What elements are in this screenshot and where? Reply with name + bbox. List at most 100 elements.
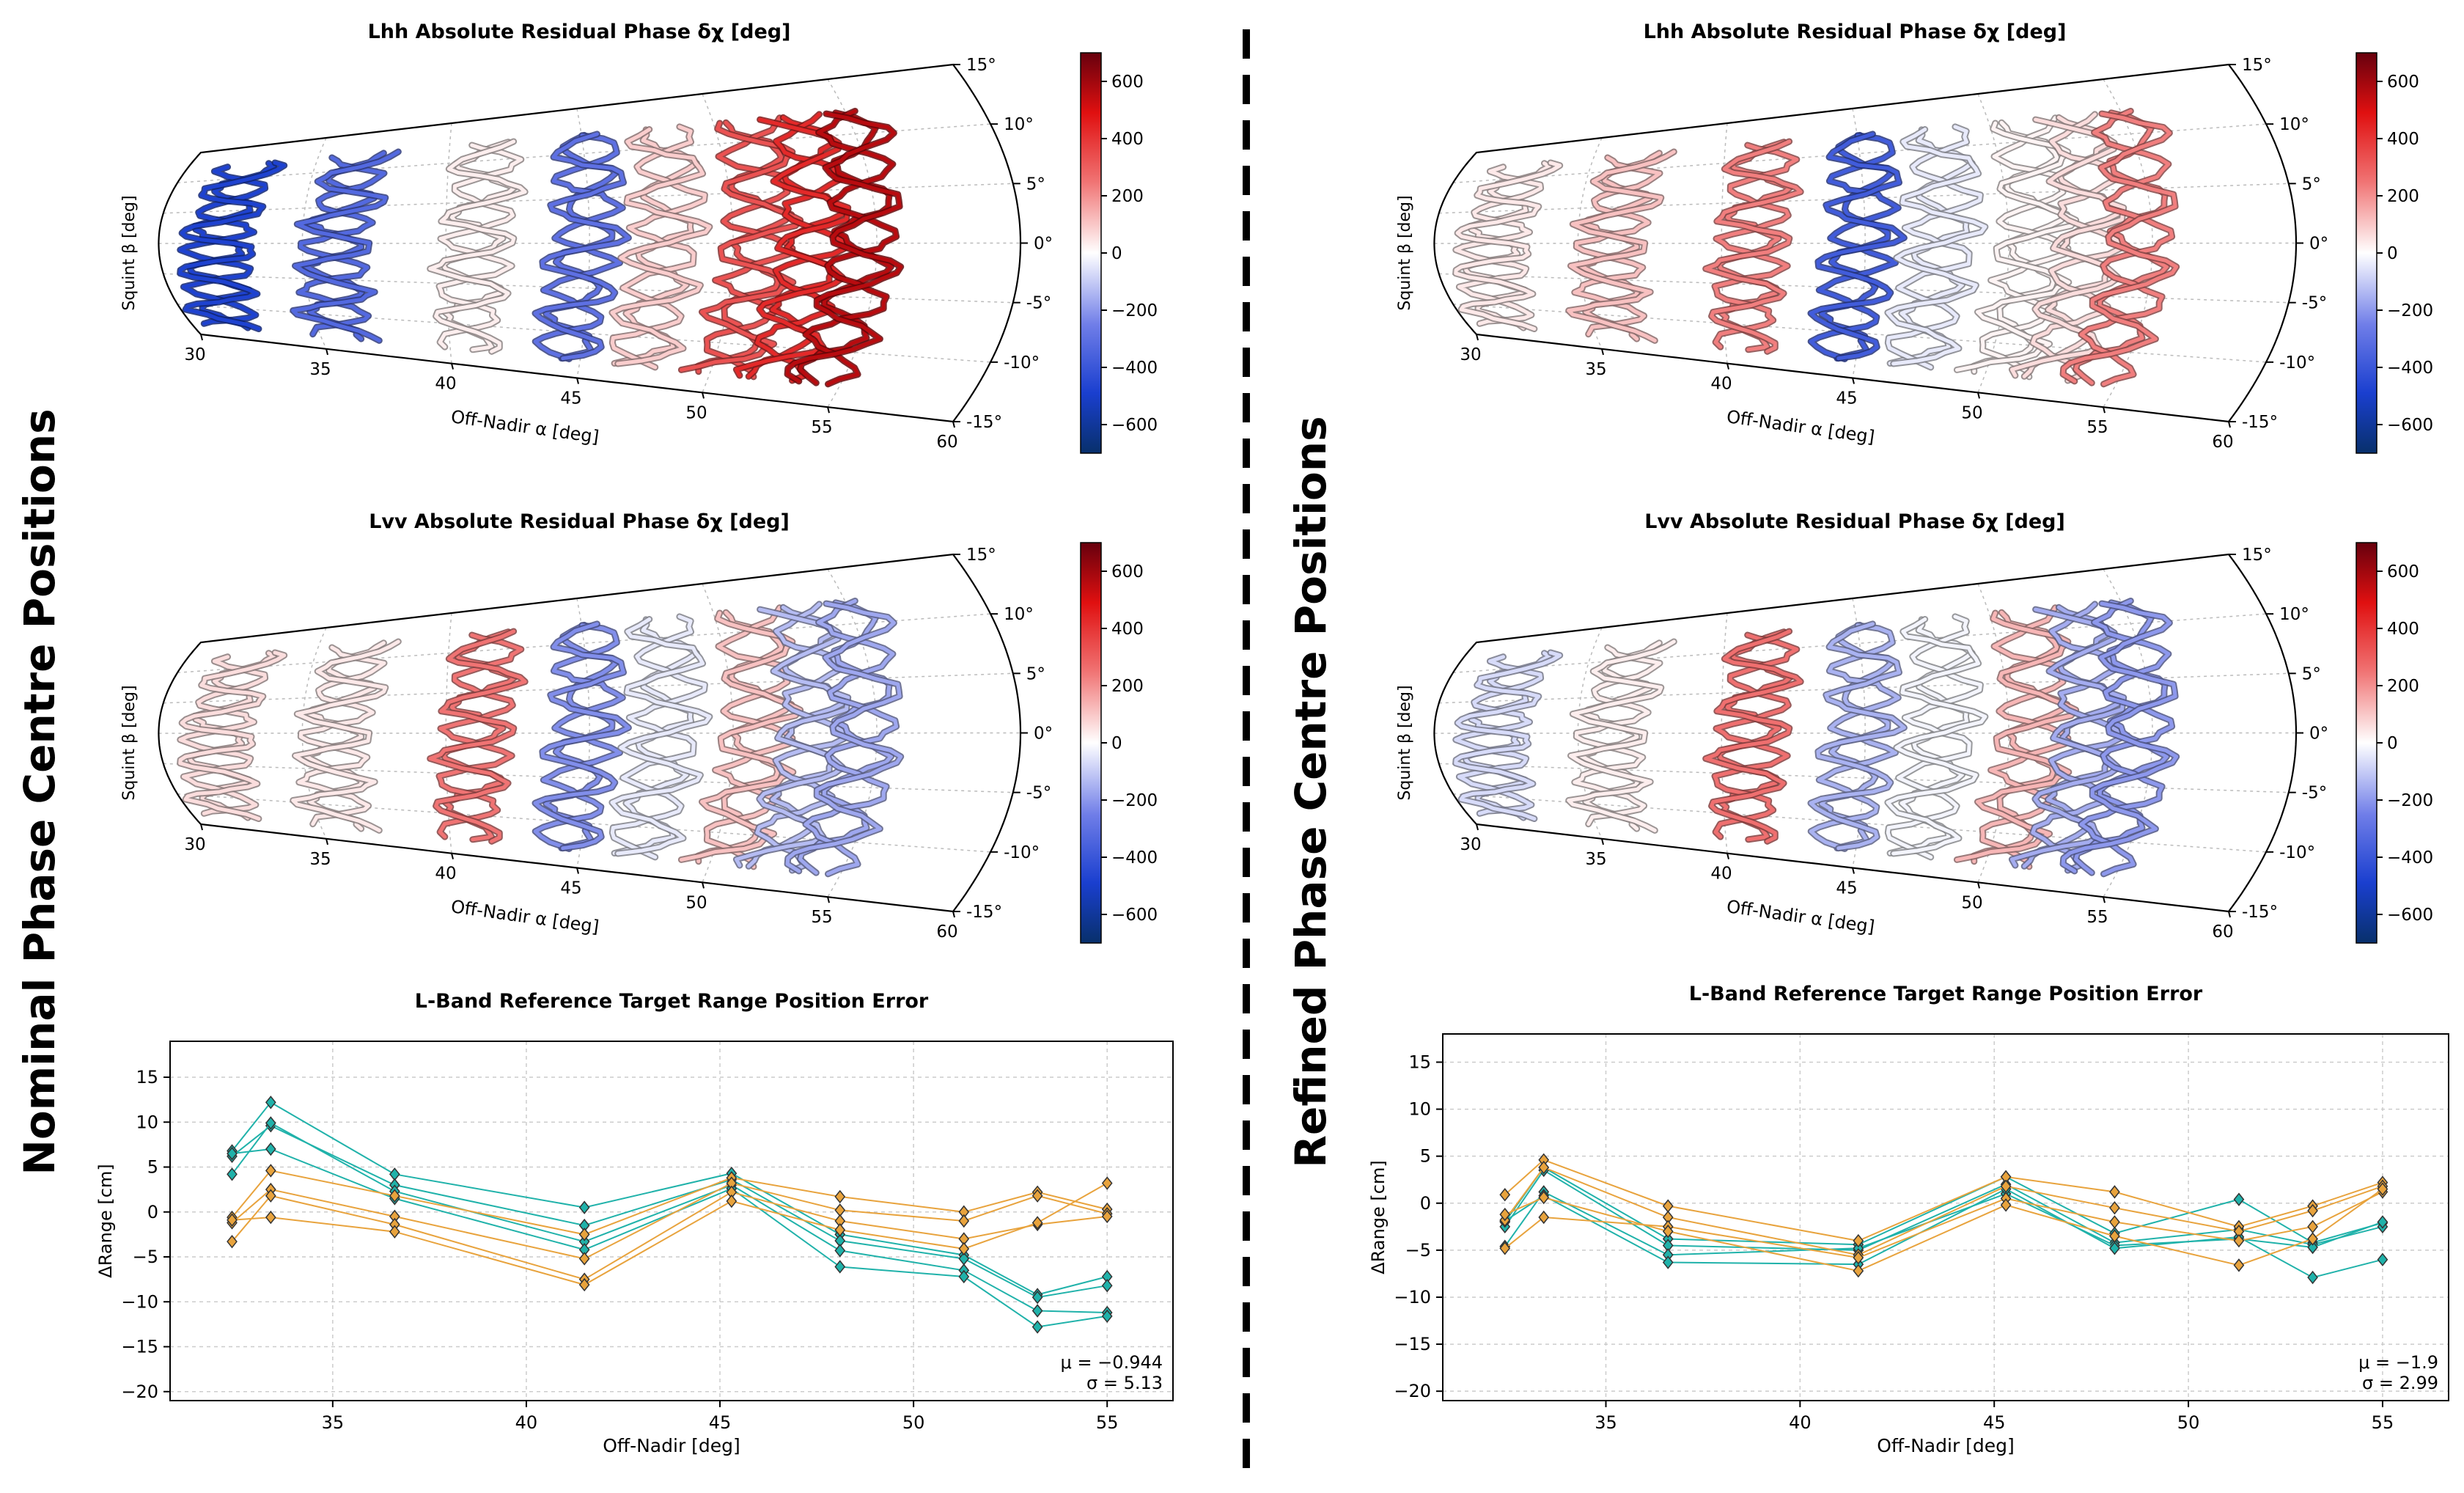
y-axis-label: Squint β [deg]: [120, 195, 139, 310]
data-point-marker: [1853, 1250, 1864, 1265]
y-axis-label: Squint β [deg]: [1396, 195, 1414, 310]
series-line: [1504, 1188, 2383, 1272]
y-tick-label: 5: [1420, 1146, 1431, 1167]
panel-title: Lhh Absolute Residual Phase δχ [deg]: [368, 21, 791, 43]
series-line: [1504, 1191, 2383, 1259]
alpha-tick-label: 45: [1836, 879, 1857, 898]
data-point-marker: [2307, 1219, 2318, 1234]
phase-track-core: [1886, 125, 1982, 370]
alpha-tick: [2228, 421, 2231, 428]
data-point-marker: [1101, 1309, 1113, 1324]
alpha-grid-line: [827, 78, 878, 408]
data-point-marker: [578, 1277, 590, 1292]
alpha-tick-label: 55: [811, 418, 832, 437]
data-point-marker: [1853, 1263, 1864, 1278]
refined-range-chart: L-Band Reference Target Range Position E…: [1368, 983, 2449, 1456]
alpha-tick-label: 30: [1460, 835, 1481, 854]
alpha-tick-label: 45: [560, 879, 581, 898]
colorbar-tick-label: 600: [1111, 562, 1144, 582]
phase-track-core: [2079, 109, 2174, 386]
phase-track-edge: [427, 138, 529, 355]
y-tick-label: −5: [1405, 1240, 1431, 1261]
panel-title: Lvv Absolute Residual Phase δχ [deg]: [1644, 510, 2065, 533]
beta-tick-label: 15°: [966, 546, 996, 565]
phase-track-core: [291, 639, 400, 832]
data-point-marker: [265, 1189, 276, 1203]
phase-track-core: [1954, 121, 2078, 372]
colorbar: [1080, 542, 1102, 944]
phase-track-core: [610, 617, 712, 856]
colorbar-tick-label: −600: [1111, 416, 1158, 435]
colorbar-tick-label: 400: [1111, 130, 1144, 149]
phase-track-core: [1713, 633, 1799, 839]
cyan-series: [1499, 1163, 2388, 1258]
y-tick-label: −20: [121, 1382, 158, 1402]
phase-track-core: [610, 125, 707, 370]
data-point-marker: [265, 1116, 276, 1130]
phase-track: [1884, 613, 1989, 861]
colorbar-tick-label: 200: [2387, 187, 2419, 206]
phase-track: [427, 138, 529, 355]
colorbar-tick-label: 400: [2387, 620, 2419, 639]
data-point-marker: [2307, 1203, 2318, 1218]
colorbar-tick-label: 400: [2387, 130, 2419, 149]
beta-tick-label: 10°: [2279, 605, 2309, 624]
phase-track: [2059, 598, 2180, 878]
sigma-stat: σ = 5.13: [1086, 1373, 1163, 1393]
data-point-marker: [265, 1164, 276, 1178]
phase-track-core: [1573, 155, 1662, 337]
x-tick-label: 35: [1595, 1412, 1617, 1433]
alpha-tick: [576, 867, 579, 874]
alpha-tick: [326, 838, 328, 845]
data-point-marker: [578, 1228, 590, 1241]
beta-tick-label: 15°: [2242, 56, 2272, 75]
phase-track: [1884, 123, 1989, 371]
data-point-marker: [834, 1260, 846, 1274]
data-point-marker: [1538, 1190, 1550, 1205]
alpha-tick: [451, 363, 454, 370]
beta-tick-label: -15°: [966, 903, 1002, 922]
alpha-tick: [1726, 853, 1729, 859]
phase-track-core: [803, 109, 899, 386]
nominal-range-chart: L-Band Reference Target Range Position E…: [95, 990, 1174, 1456]
orange-series: [1499, 1182, 2388, 1278]
phase-track-core: [2009, 117, 2126, 378]
data-point-marker: [2233, 1258, 2245, 1272]
alpha-grid-line: [2103, 568, 2153, 898]
phase-track: [532, 620, 632, 852]
phase-track-core: [533, 622, 630, 851]
phase-track-core: [1713, 143, 1799, 349]
colorbar-tick-label: 0: [1111, 734, 1122, 753]
data-point-marker: [2109, 1241, 2120, 1255]
phase-track-core: [297, 155, 386, 337]
mean-stat: μ = −0.944: [1061, 1352, 1163, 1373]
data-point-marker: [726, 1194, 738, 1208]
colorbar-tick-label: 400: [1111, 620, 1144, 639]
alpha-tick-label: 40: [1710, 375, 1732, 394]
x-axis-label: Off-Nadir α [deg]: [1725, 896, 1875, 937]
data-point-marker: [227, 1213, 238, 1227]
alpha-tick: [2228, 911, 2231, 918]
beta-grid-line: [1438, 763, 2289, 793]
y-tick-label: −10: [1394, 1287, 1431, 1307]
colorbar-tick-label: −600: [1111, 906, 1158, 925]
colorbar-tick-label: −200: [1111, 301, 1158, 320]
panel-title: Lvv Absolute Residual Phase δχ [deg]: [369, 510, 790, 533]
phase-track: [677, 604, 804, 870]
phase-track: [1702, 138, 1804, 355]
alpha-tick-label: 55: [811, 908, 832, 927]
data-point-marker: [1499, 1207, 1511, 1222]
x-axis-label: Off-Nadir α [deg]: [1725, 406, 1875, 447]
chart-title: L-Band Reference Target Range Position E…: [1689, 983, 2203, 1005]
beta-tick-label: 10°: [1004, 605, 1034, 624]
data-point-marker: [2377, 1182, 2388, 1196]
x-axis-label: Off-Nadir α [deg]: [449, 896, 600, 937]
data-point-marker: [2000, 1198, 2012, 1212]
nominal-lvv-panel: Lvv Absolute Residual Phase δχ [deg] 30 35…: [120, 510, 1158, 944]
alpha-grid-line: [2103, 78, 2153, 408]
alpha-tick-label: 60: [936, 922, 957, 942]
data-point-marker: [2233, 1233, 2245, 1248]
phase-track: [608, 123, 713, 371]
phase-track-core: [1704, 139, 1803, 353]
